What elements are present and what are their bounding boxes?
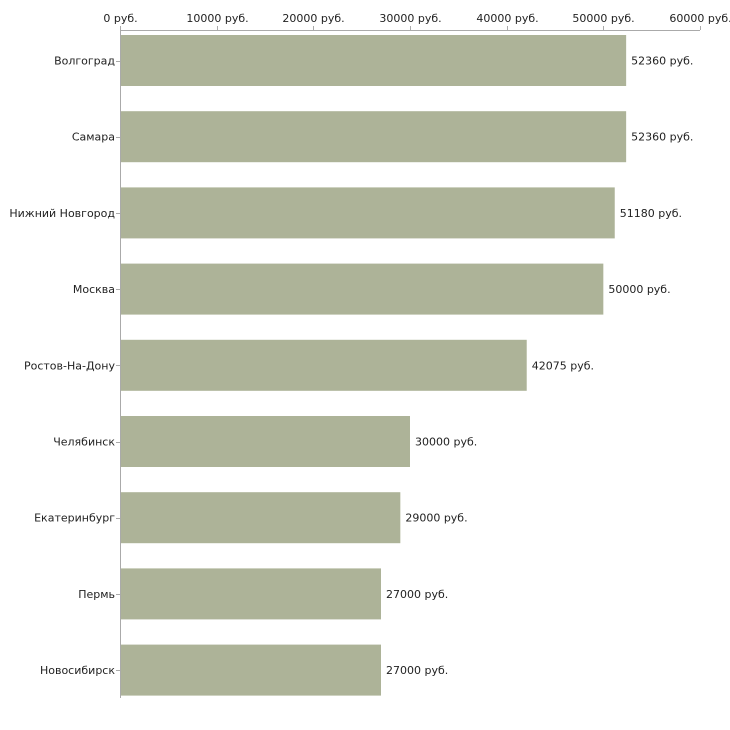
category-label: Самара: [72, 131, 115, 144]
value-label: 52360 руб.: [631, 55, 693, 68]
category-label: Челябинск: [53, 436, 115, 449]
value-labels: 52360 руб. 52360 руб. 51180 руб. 50000 руб.…: [386, 55, 693, 678]
category-label: Волгоград: [54, 55, 115, 68]
x-tick-label: 50000 руб.: [572, 12, 634, 25]
value-label: 29000 руб.: [405, 512, 467, 525]
value-label: 52360 руб.: [631, 131, 693, 144]
bar: [121, 492, 401, 544]
category-label: Нижний Новгород: [9, 207, 115, 220]
value-label: 27000 руб.: [386, 664, 448, 677]
bar: [121, 187, 615, 239]
x-tick-label: 10000 руб.: [186, 12, 248, 25]
category-label: Москва: [73, 283, 115, 296]
category-label: Пермь: [78, 588, 115, 601]
value-label: 50000 руб.: [608, 283, 670, 296]
x-tick-label: 30000 руб.: [379, 12, 441, 25]
bar: [121, 35, 627, 86]
x-tick-label: 20000 руб.: [282, 12, 344, 25]
value-label: 30000 руб.: [415, 436, 477, 449]
x-axis: 0 руб. 10000 руб. 20000 руб. 30000 руб. 4000…: [103, 12, 730, 31]
category-label: Новосибирск: [40, 664, 115, 677]
value-label: 42075 руб.: [532, 359, 594, 372]
value-label: 27000 руб.: [386, 588, 448, 601]
category-label: Екатеринбург: [34, 512, 115, 525]
x-tick-label: 40000 руб.: [476, 12, 538, 25]
bar: [121, 111, 627, 163]
bar: [121, 416, 410, 467]
bar: [121, 568, 381, 620]
value-label: 51180 руб.: [620, 207, 682, 220]
x-tick-label: 60000 руб.: [669, 12, 730, 25]
category-label: Ростов-На-Дону: [24, 359, 115, 372]
bar: [121, 339, 527, 391]
x-tick-label: 0 руб.: [103, 12, 137, 25]
y-axis: [116, 30, 121, 698]
category-labels: Волгоград Самара Нижний Новгород Москва Рост…: [9, 55, 115, 678]
bars: [121, 35, 627, 696]
bar: [121, 263, 604, 315]
bar: [121, 644, 381, 696]
